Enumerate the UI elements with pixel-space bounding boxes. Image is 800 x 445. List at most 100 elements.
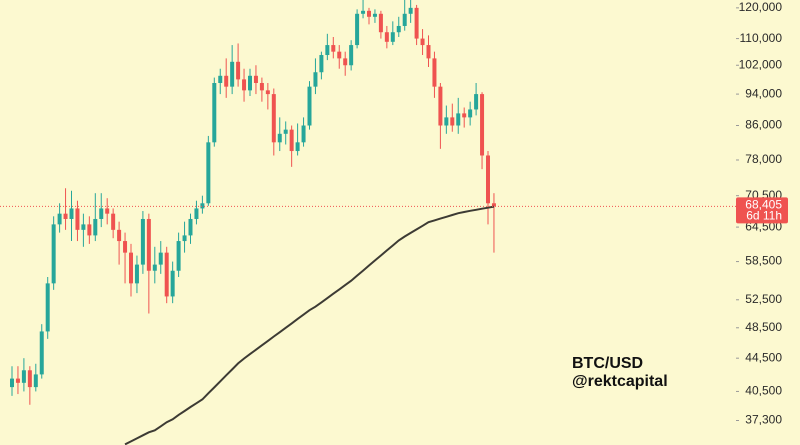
plot-area bbox=[10, 0, 496, 445]
y-tick-label: 48,500 bbox=[745, 320, 782, 334]
candle-body bbox=[33, 374, 38, 388]
candle-body bbox=[361, 10, 366, 14]
candle-body bbox=[188, 218, 193, 236]
candle-body bbox=[343, 58, 348, 66]
candle-body bbox=[372, 13, 377, 17]
candle-body bbox=[331, 45, 336, 52]
candle-body bbox=[474, 94, 479, 110]
annotation: @rektcapital bbox=[572, 373, 668, 390]
candle-body bbox=[438, 86, 443, 126]
moving-average bbox=[124, 205, 495, 445]
candle-body bbox=[182, 235, 187, 242]
candle-body bbox=[158, 252, 163, 265]
y-tick-label: 120,000 bbox=[739, 0, 783, 14]
candle-body bbox=[277, 133, 282, 143]
y-tick-label: 102,000 bbox=[739, 57, 783, 71]
candle-body bbox=[319, 55, 324, 73]
y-tick-label: 94,000 bbox=[745, 86, 782, 100]
candle-body bbox=[81, 224, 86, 230]
candle-body bbox=[289, 129, 294, 152]
candle-body bbox=[39, 331, 44, 375]
candle-body bbox=[194, 208, 199, 219]
price-label: 68,405 bbox=[745, 198, 782, 212]
candle-body bbox=[111, 213, 116, 230]
candle-body bbox=[99, 208, 104, 219]
candle-body bbox=[69, 208, 74, 219]
candle-body bbox=[224, 75, 229, 87]
candle-body bbox=[248, 75, 252, 91]
candle-body bbox=[426, 45, 431, 59]
candle-body bbox=[367, 10, 371, 17]
candle-body bbox=[57, 213, 62, 225]
y-tick-label: 110,000 bbox=[740, 31, 783, 45]
candle-body bbox=[218, 75, 223, 83]
candle-body bbox=[325, 45, 330, 56]
candle-body bbox=[253, 75, 258, 83]
candle-body bbox=[265, 90, 270, 95]
candle-body bbox=[176, 241, 181, 271]
candle-body bbox=[27, 370, 32, 388]
candle-body bbox=[129, 252, 133, 284]
candle-body bbox=[396, 25, 401, 33]
candle-body bbox=[105, 208, 110, 214]
candle-body bbox=[408, 7, 413, 14]
candle-body bbox=[170, 270, 175, 297]
candle-body bbox=[206, 142, 211, 204]
y-tick-label: 52,500 bbox=[745, 292, 782, 306]
candle-body bbox=[236, 61, 241, 80]
candle-body bbox=[384, 32, 389, 42]
candle-body bbox=[230, 61, 235, 87]
candle-body bbox=[10, 378, 14, 388]
y-tick-label: 44,500 bbox=[745, 350, 782, 364]
candle-body bbox=[87, 224, 92, 236]
candle-body bbox=[355, 13, 360, 46]
candle-body bbox=[402, 13, 407, 26]
candle-body bbox=[480, 94, 485, 156]
candle-body bbox=[456, 113, 461, 126]
candle-body bbox=[378, 13, 383, 33]
candle-body bbox=[486, 155, 490, 204]
candle-body bbox=[432, 58, 437, 87]
candle-body bbox=[450, 117, 455, 126]
candle-body bbox=[75, 208, 80, 230]
candle-body bbox=[259, 82, 264, 91]
candle-body bbox=[15, 378, 20, 383]
candle-body bbox=[51, 224, 56, 284]
y-tick-label: 37,300 bbox=[745, 413, 782, 427]
candle-body bbox=[313, 72, 318, 87]
candle-body bbox=[164, 252, 169, 297]
candle-body bbox=[93, 218, 98, 236]
candle-body bbox=[283, 129, 288, 134]
candle-body bbox=[301, 125, 306, 143]
candle-body bbox=[468, 109, 473, 118]
price-label-box bbox=[736, 197, 788, 224]
candle-body bbox=[414, 7, 419, 39]
candle-body bbox=[420, 38, 425, 46]
candle-body bbox=[117, 229, 122, 242]
candle-body bbox=[444, 117, 449, 126]
candle-body bbox=[123, 241, 128, 253]
candle-body bbox=[212, 82, 217, 143]
candle-body bbox=[45, 283, 50, 332]
candle-body bbox=[63, 213, 68, 219]
candle-body bbox=[152, 264, 157, 271]
candle-body bbox=[140, 218, 145, 265]
candle-body bbox=[242, 79, 247, 91]
annotation: BTC/USD bbox=[572, 355, 643, 372]
candle-body bbox=[390, 32, 395, 42]
candle-body bbox=[491, 203, 496, 207]
candle-body bbox=[134, 264, 139, 284]
y-tick-label: 86,000 bbox=[745, 118, 782, 132]
candle-body bbox=[462, 113, 467, 118]
candle-body bbox=[307, 86, 312, 126]
candle-body bbox=[146, 218, 151, 271]
countdown-label: 6d 11h bbox=[746, 209, 782, 223]
candle-body bbox=[337, 51, 342, 59]
candle-body bbox=[349, 45, 354, 66]
y-tick-label: 58,500 bbox=[745, 254, 782, 268]
candle-body bbox=[200, 203, 205, 209]
y-tick-label: 40,500 bbox=[745, 384, 782, 398]
candle-body bbox=[271, 94, 276, 143]
